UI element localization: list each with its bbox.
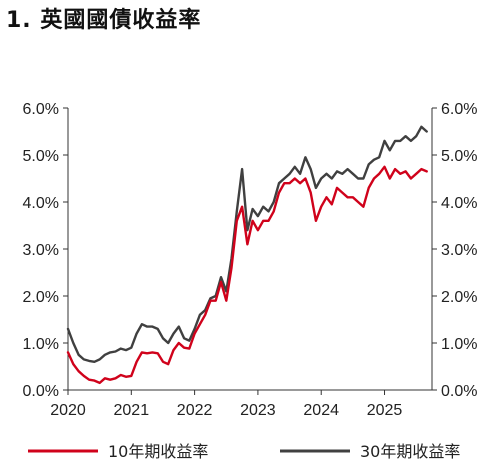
y-tick-label-right: 3.0%: [441, 242, 477, 259]
y-tick-label-right: 6.0%: [441, 101, 477, 118]
x-tick-label: 2023: [240, 402, 276, 419]
legend-label-30y: 30年期收益率: [360, 442, 460, 461]
y-tick-label-right: 0.0%: [441, 383, 477, 400]
series-layer: [66, 125, 428, 385]
y-tick-label-left: 6.0%: [23, 101, 59, 118]
legend-label-10y: 10年期收益率: [108, 442, 208, 461]
y-tick-label-left: 0.0%: [23, 383, 59, 400]
series-line-30y: [66, 125, 428, 363]
x-tick-label: 2024: [303, 402, 339, 419]
y-tick-label-right: 5.0%: [441, 148, 477, 165]
y-tick-label-right: 2.0%: [441, 289, 477, 306]
x-tick-label: 2021: [114, 402, 150, 419]
x-tick-label: 2020: [50, 402, 86, 419]
y-tick-label-right: 1.0%: [441, 336, 477, 353]
chart-legend: 10年期收益率 30年期收益率: [28, 442, 460, 461]
chart-axes: 0.0% 0.0% 1.0% 1.0% 2.0% 2.0% 3.0% 3.0% 4.0% 4.0%…: [23, 101, 478, 419]
series-line-10y: [66, 165, 428, 385]
y-tick-label-left: 4.0%: [23, 195, 59, 212]
y-tick-label-left: 3.0%: [23, 242, 59, 259]
x-tick-label: 2022: [177, 402, 213, 419]
y-tick-label-left: 1.0%: [23, 336, 59, 353]
y-tick-label-left: 5.0%: [23, 148, 59, 165]
x-tick-label: 2025: [367, 402, 403, 419]
chart-title: 1. 英國國債收益率: [6, 8, 202, 33]
y-tick-label-right: 4.0%: [441, 195, 477, 212]
y-tick-label-left: 2.0%: [23, 289, 59, 306]
